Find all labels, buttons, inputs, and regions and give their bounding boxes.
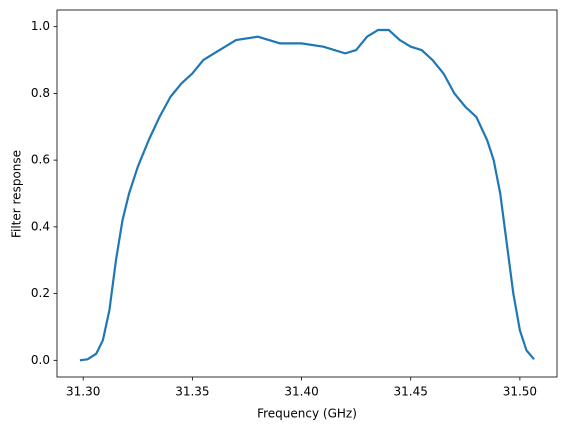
y-tick-label: 0.2: [31, 286, 50, 300]
y-tick-label: 0.0: [31, 353, 50, 367]
x-tick-label: 31.35: [175, 385, 209, 399]
x-axis-label: Frequency (GHz): [257, 407, 357, 421]
x-tick-label: 31.40: [284, 385, 318, 399]
y-tick-label: 0.4: [31, 219, 50, 233]
y-tick-label: 0.6: [31, 153, 50, 167]
x-tick-label: 31.30: [66, 385, 100, 399]
data-line: [79, 28, 535, 362]
y-axis-label: Filter response: [10, 150, 24, 238]
axes-frame: [56, 9, 558, 378]
x-tick-label: 31.45: [394, 385, 428, 399]
y-tick-label: 0.8: [31, 86, 50, 100]
x-tick-label: 31.50: [503, 385, 537, 399]
y-tick-label: 1.0: [31, 19, 50, 33]
